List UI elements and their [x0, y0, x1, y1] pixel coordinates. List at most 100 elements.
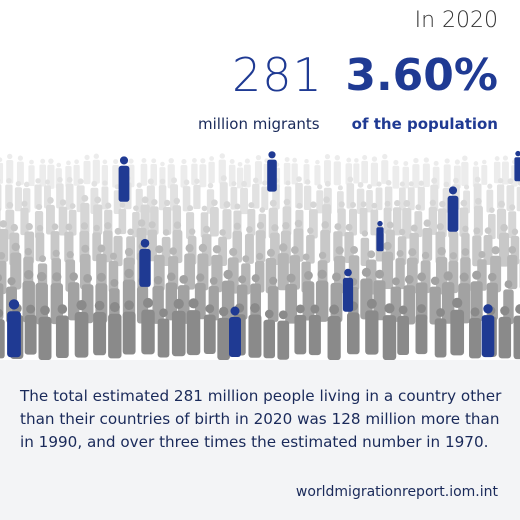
person-silhouette [496, 200, 507, 240]
person-silhouette [240, 180, 249, 215]
person-silhouette [481, 304, 495, 358]
person-silhouette [199, 158, 207, 188]
person-silhouette [24, 304, 37, 355]
person-silhouette [403, 274, 416, 325]
person-silhouette [230, 181, 238, 210]
person-silhouette [359, 201, 368, 235]
person-silhouette [415, 304, 428, 355]
person-silhouette [0, 207, 1, 236]
person-silhouette [267, 151, 277, 192]
person-silhouette [28, 159, 35, 187]
person-silhouette [366, 184, 373, 213]
person-silhouette [308, 304, 321, 356]
person-silhouette [481, 159, 488, 185]
person-silhouette [39, 158, 46, 187]
person-silhouette [208, 156, 215, 184]
person-silhouette [139, 238, 151, 287]
person-silhouette [434, 308, 447, 358]
person-silhouette [447, 186, 459, 232]
person-silhouette [333, 155, 341, 186]
person-silhouette [303, 179, 312, 211]
person-silhouette [314, 159, 321, 186]
person-silhouette [58, 199, 68, 236]
person-silhouette [384, 179, 393, 212]
migrant-count: 281 [232, 48, 323, 102]
person-silhouette [356, 182, 365, 214]
person-silhouette [83, 154, 91, 185]
footer-band [0, 360, 520, 520]
person-silhouette [118, 156, 130, 202]
person-silhouette [514, 150, 520, 182]
person-silhouette [118, 202, 127, 235]
person-silhouette [229, 306, 241, 357]
person-silhouette [294, 304, 307, 355]
person-silhouette [263, 309, 276, 359]
person-silhouette [365, 298, 379, 355]
person-silhouette [101, 159, 109, 186]
person-silhouette [513, 304, 520, 360]
person-silhouette [203, 304, 216, 355]
person-silhouette [93, 300, 107, 356]
person-silhouette [182, 179, 191, 212]
person-silhouette [65, 176, 74, 210]
person-silhouette [162, 199, 172, 235]
person-silhouette [172, 221, 183, 264]
person-silhouette [74, 299, 89, 358]
person-silhouette [376, 220, 384, 252]
person-silhouette [194, 273, 206, 320]
person-silhouette [38, 305, 52, 360]
person-silhouette [7, 299, 21, 358]
person-silhouette [382, 303, 397, 360]
person-silhouette [327, 304, 341, 360]
person-silhouette [503, 280, 514, 325]
person-silhouette [342, 268, 354, 312]
person-silhouette [34, 203, 44, 239]
person-silhouette [65, 160, 72, 188]
population-share: 3.60% [345, 50, 498, 101]
person-silhouette [450, 297, 465, 356]
person-silhouette [92, 153, 100, 184]
person-silhouette [285, 273, 298, 324]
year: In 2020 [414, 8, 498, 33]
share-label: of the population [351, 115, 498, 133]
person-silhouette [412, 157, 420, 188]
person-silhouette [277, 310, 290, 360]
person-silhouette [392, 159, 400, 189]
person-silhouette [157, 308, 170, 358]
person-silhouette [0, 309, 5, 359]
person-silhouette [472, 227, 482, 267]
person-silhouette [171, 298, 186, 357]
person-silhouette [261, 180, 269, 211]
person-silhouette [499, 223, 510, 267]
person-silhouette [501, 155, 509, 185]
person-silhouette [6, 153, 14, 184]
person-silhouette [0, 157, 4, 184]
person-silhouette [361, 154, 369, 184]
person-silhouette [252, 177, 260, 209]
person-silhouette [248, 303, 262, 358]
person-silhouette [270, 224, 280, 266]
person-silhouette [428, 199, 438, 235]
person-silhouette [295, 176, 303, 209]
description: The total estimated 281 million people l… [20, 387, 502, 451]
person-silhouette [381, 153, 389, 184]
person-silhouette [112, 159, 120, 188]
person-silhouette [316, 184, 324, 214]
person-silhouette [397, 305, 410, 356]
person-silhouette [122, 268, 136, 321]
person-silhouette [277, 243, 289, 291]
person-silhouette [390, 277, 402, 322]
person-silhouette [55, 304, 69, 359]
person-silhouette [283, 157, 291, 185]
person-silhouette [373, 269, 386, 321]
person-silhouette [461, 155, 469, 187]
count-label: million migrants [198, 115, 320, 133]
person-silhouette [217, 306, 230, 360]
person-silhouette [0, 178, 2, 211]
person-silhouette [67, 272, 80, 321]
person-silhouette [370, 202, 379, 236]
person-silhouette [486, 183, 494, 213]
person-silhouette [370, 156, 379, 187]
person-silhouette [393, 199, 402, 236]
